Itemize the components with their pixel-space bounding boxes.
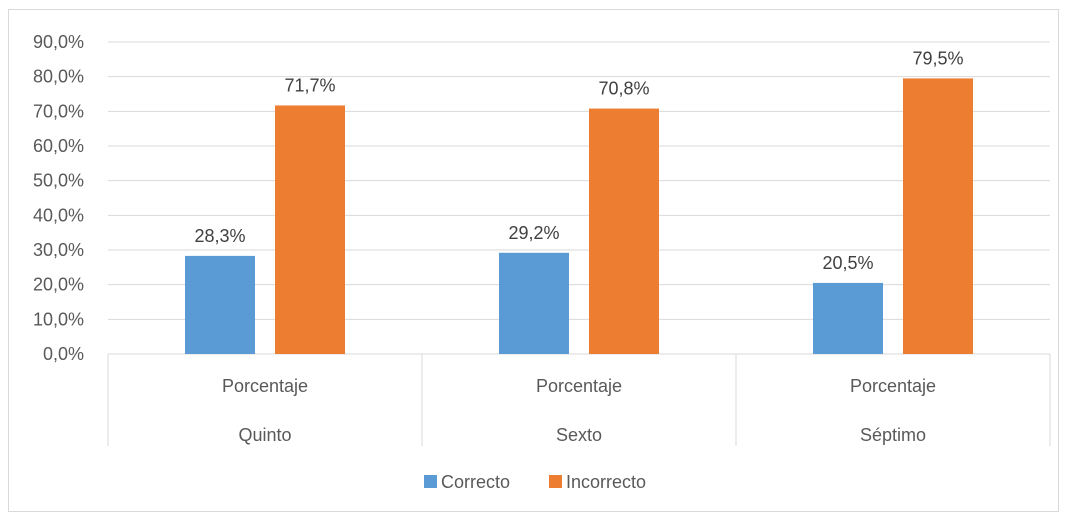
data-label: 20,5%	[822, 253, 873, 273]
y-tick-label: 60,0%	[33, 136, 84, 156]
x-tick-label: Porcentaje	[536, 376, 622, 396]
x-group-label: Quinto	[238, 425, 291, 445]
bar-incorrecto	[589, 108, 659, 354]
x-group-label: Séptimo	[860, 425, 926, 445]
legend-swatch-correcto	[424, 475, 437, 488]
y-tick-label: 50,0%	[33, 171, 84, 191]
bar-incorrecto	[275, 105, 345, 354]
bar-correcto	[813, 282, 883, 354]
y-tick-label: 20,0%	[33, 275, 84, 295]
legend-label-correcto: Correcto	[441, 472, 510, 492]
data-label: 70,8%	[598, 79, 649, 99]
y-tick-label: 80,0%	[33, 67, 84, 87]
bar-correcto	[185, 255, 255, 354]
legend-swatch-incorrecto	[549, 475, 562, 488]
bar-correcto	[499, 252, 569, 354]
x-group-label: Sexto	[556, 425, 602, 445]
y-tick-label: 30,0%	[33, 240, 84, 260]
y-tick-label: 10,0%	[33, 309, 84, 329]
data-label: 29,2%	[508, 223, 559, 243]
data-label: 28,3%	[194, 226, 245, 246]
y-tick-label: 90,0%	[33, 32, 84, 52]
legend-label-incorrecto: Incorrecto	[566, 472, 646, 492]
x-tick-label: Porcentaje	[850, 376, 936, 396]
y-tick-label: 40,0%	[33, 205, 84, 225]
y-tick-label: 70,0%	[33, 101, 84, 121]
y-tick-label: 0,0%	[43, 344, 84, 364]
x-tick-label: Porcentaje	[222, 376, 308, 396]
data-label: 79,5%	[912, 48, 963, 68]
bar-incorrecto	[903, 78, 973, 355]
data-label: 71,7%	[284, 75, 335, 95]
